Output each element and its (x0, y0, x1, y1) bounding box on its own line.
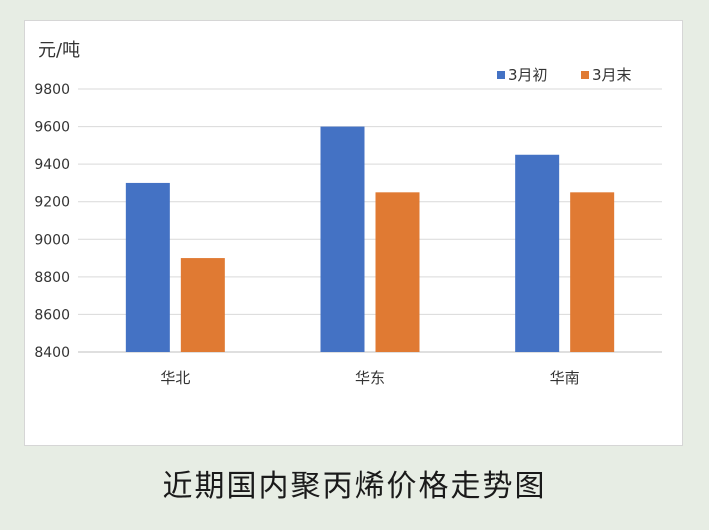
bar-chart: 元/吨 84008600880090009200940096009800 华北华… (34, 40, 662, 387)
y-tick-label: 9400 (34, 157, 70, 173)
y-tick-label: 9800 (34, 82, 70, 98)
bar-华南-3月初 (515, 154, 560, 352)
figure-caption: 近期国内聚丙烯价格走势图 (162, 469, 547, 504)
x-tick-labels: 华北 华东 华南 (160, 369, 579, 387)
x-tick-label: 华南 (550, 369, 580, 387)
y-tick-label: 9200 (34, 195, 70, 211)
y-axis-label: 元/吨 (38, 40, 80, 61)
legend: 3月初 3月末 (497, 66, 632, 84)
legend-swatch (497, 71, 505, 79)
y-tick-label: 9600 (34, 120, 70, 136)
legend-swatch (581, 71, 589, 79)
x-tick-label: 华东 (355, 369, 385, 387)
bar-华南-3月末 (570, 192, 615, 352)
bars (125, 126, 615, 352)
legend-label: 3月末 (592, 66, 632, 84)
y-tick-label: 8600 (34, 307, 70, 323)
x-tick-label: 华北 (160, 369, 190, 387)
y-tick-label: 9000 (34, 232, 70, 248)
bar-华北-3月初 (125, 182, 170, 352)
y-tick-label: 8800 (34, 270, 70, 286)
gridlines (78, 88, 662, 353)
y-tick-labels: 8400 8600 8800 9000 9200 9400 9600 9800 (34, 82, 70, 361)
legend-label: 3月初 (508, 66, 548, 84)
bar-华东-3月末 (375, 192, 420, 352)
y-tick-label: 8400 (34, 345, 70, 361)
bar-华北-3月末 (180, 258, 225, 352)
bar-华东-3月初 (320, 126, 365, 352)
